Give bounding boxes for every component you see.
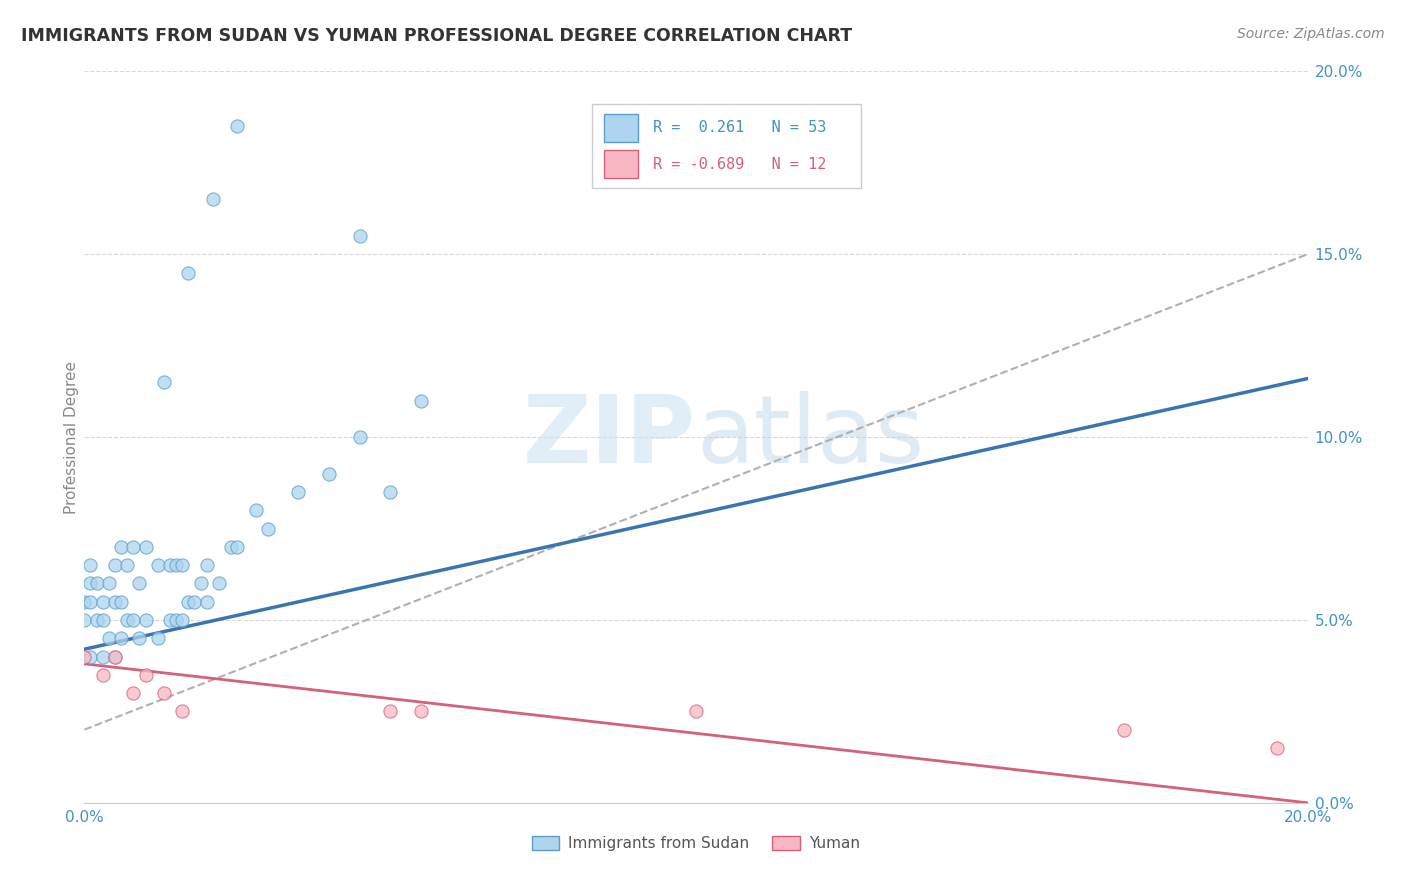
Point	[226, 120, 249, 134]
Point	[91, 613, 114, 627]
Point	[79, 576, 101, 591]
Point	[86, 613, 108, 627]
Point	[146, 632, 169, 646]
Point	[128, 576, 150, 591]
FancyBboxPatch shape	[605, 151, 638, 178]
Point	[165, 558, 187, 573]
Point	[380, 705, 402, 719]
Point	[73, 594, 96, 608]
Point	[79, 558, 101, 573]
Point	[104, 649, 127, 664]
Point	[172, 558, 194, 573]
Point	[349, 229, 371, 244]
Point	[91, 667, 114, 681]
Text: R =  0.261   N = 53: R = 0.261 N = 53	[654, 120, 827, 136]
Point	[97, 576, 120, 591]
FancyBboxPatch shape	[592, 104, 860, 188]
Point	[91, 649, 114, 664]
Text: atlas: atlas	[696, 391, 924, 483]
Point	[122, 686, 145, 700]
Text: IMMIGRANTS FROM SUDAN VS YUMAN PROFESSIONAL DEGREE CORRELATION CHART: IMMIGRANTS FROM SUDAN VS YUMAN PROFESSIO…	[21, 27, 852, 45]
Point	[122, 613, 145, 627]
FancyBboxPatch shape	[605, 114, 638, 142]
Point	[73, 613, 96, 627]
Point	[153, 686, 176, 700]
Point	[135, 667, 157, 681]
Point	[73, 649, 96, 664]
Point	[287, 485, 309, 500]
Point	[146, 558, 169, 573]
Point	[86, 576, 108, 591]
Point	[159, 558, 181, 573]
Point	[380, 485, 402, 500]
Point	[172, 613, 194, 627]
Point	[135, 540, 157, 554]
Point	[97, 632, 120, 646]
Text: Source: ZipAtlas.com: Source: ZipAtlas.com	[1237, 27, 1385, 41]
Point	[1114, 723, 1136, 737]
Point	[177, 266, 200, 280]
Point	[79, 649, 101, 664]
Legend: Immigrants from Sudan, Yuman: Immigrants from Sudan, Yuman	[526, 830, 866, 857]
Point	[165, 613, 187, 627]
Point	[104, 649, 127, 664]
Point	[177, 594, 200, 608]
Point	[79, 594, 101, 608]
Point	[195, 558, 218, 573]
Point	[190, 576, 212, 591]
Point	[201, 192, 224, 206]
Point	[128, 632, 150, 646]
Point	[110, 632, 132, 646]
Point	[91, 594, 114, 608]
Point	[409, 705, 432, 719]
Point	[159, 613, 181, 627]
Point	[153, 375, 176, 389]
Point	[183, 594, 205, 608]
Point	[172, 705, 194, 719]
Point	[685, 705, 707, 719]
Point	[110, 540, 132, 554]
Point	[226, 540, 249, 554]
Point	[219, 540, 242, 554]
Text: ZIP: ZIP	[523, 391, 696, 483]
Point	[195, 594, 218, 608]
Point	[245, 503, 267, 517]
Text: R = -0.689   N = 12: R = -0.689 N = 12	[654, 157, 827, 172]
Point	[115, 558, 138, 573]
Point	[110, 594, 132, 608]
Point	[1265, 740, 1288, 755]
Point	[135, 613, 157, 627]
Y-axis label: Professional Degree: Professional Degree	[63, 360, 79, 514]
Point	[115, 613, 138, 627]
Point	[349, 430, 371, 444]
Point	[318, 467, 340, 481]
Point	[104, 594, 127, 608]
Point	[104, 558, 127, 573]
Point	[208, 576, 231, 591]
Point	[122, 540, 145, 554]
Point	[409, 393, 432, 408]
Point	[257, 521, 280, 535]
